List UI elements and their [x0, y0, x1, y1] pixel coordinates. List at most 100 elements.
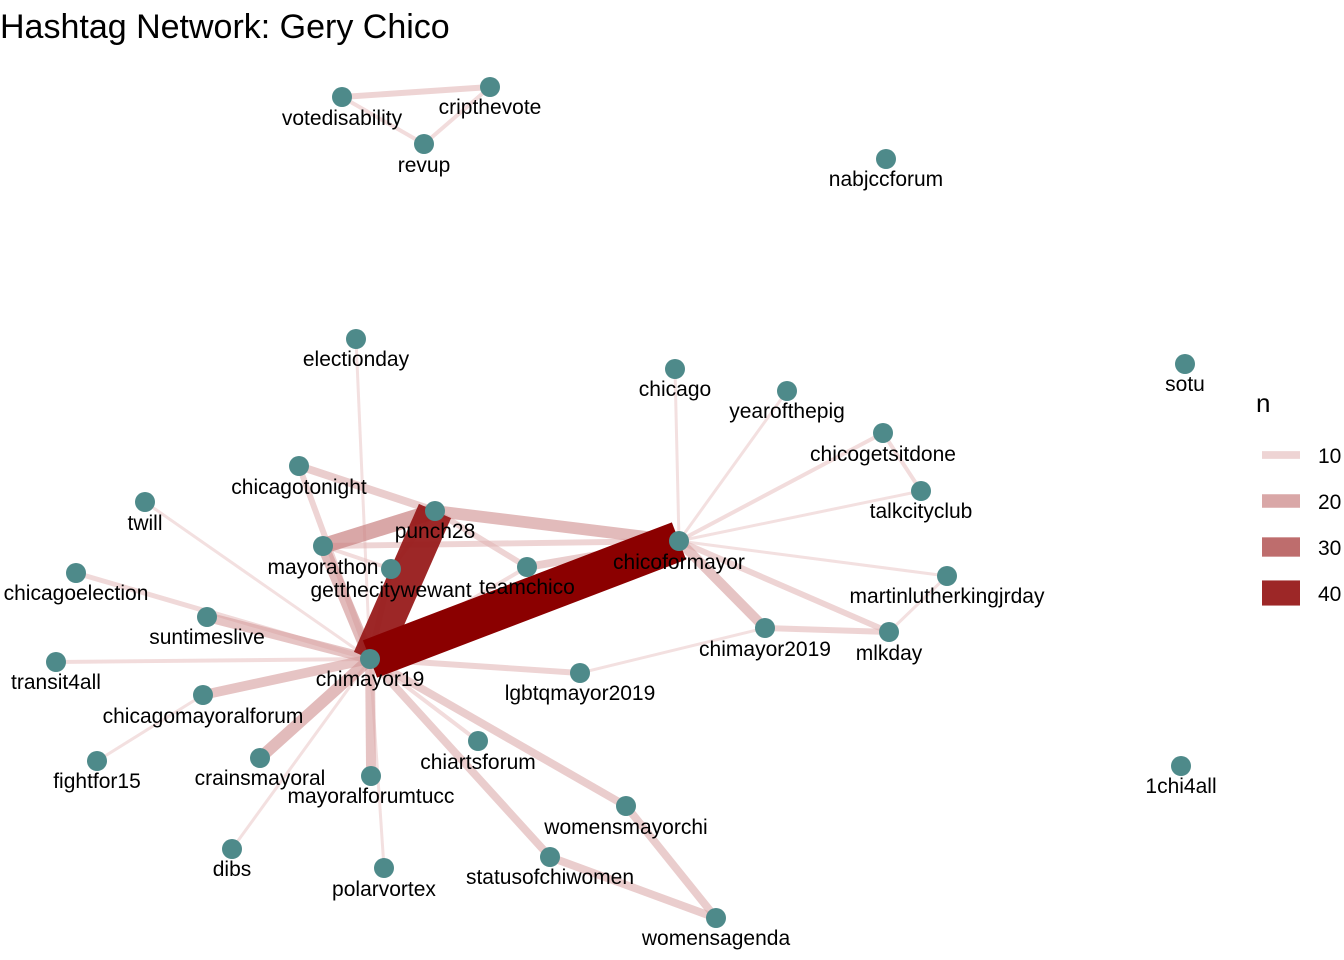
node-chimayor19 — [360, 649, 380, 669]
node-mayoralforumtucc — [361, 766, 381, 786]
node-label-nabjccforum: nabjccforum — [829, 168, 943, 191]
edge-chicago-chicoformayor — [673, 368, 681, 542]
node-chicagoelection — [66, 563, 86, 583]
node-transit4all — [46, 652, 66, 672]
node-label-dibs: dibs — [213, 858, 252, 881]
legend: n 10 20 30 40 — [1256, 388, 1341, 606]
node-label-chimayor2019: chimayor2019 — [699, 638, 831, 661]
node-punch28 — [425, 501, 445, 521]
node-label-womensagenda: womensagenda — [641, 927, 791, 950]
edge-teamchico-punch28 — [433, 508, 529, 570]
node-label-fightfor15: fightfor15 — [53, 770, 141, 793]
node-fightfor15 — [87, 751, 107, 771]
edge-womensmayorchi-chimayor19 — [368, 655, 628, 810]
node-dibs — [222, 839, 242, 859]
node-label-yearofthepig: yearofthepig — [729, 400, 845, 423]
node-label-getthecitywewant: getthecitywewant — [310, 579, 471, 602]
node-label-1chi4all: 1chi4all — [1145, 775, 1216, 798]
node-label-transit4all: transit4all — [11, 671, 101, 694]
node-martinlutherkingjrday — [937, 566, 957, 586]
node-label-chimayor19: chimayor19 — [316, 668, 425, 691]
node-womensagenda — [706, 908, 726, 928]
node-1chi4all — [1171, 756, 1191, 776]
edge-transit4all-chimayor19 — [55, 657, 371, 664]
edge-womensmayorchi-womensagenda — [622, 803, 720, 921]
node-label-statusofchiwomen: statusofchiwomen — [466, 866, 634, 889]
node-layer — [46, 77, 1195, 928]
node-label-cripthevote: cripthevote — [439, 96, 542, 119]
edge-statusofchiwomen-chimayor19 — [367, 656, 553, 860]
legend-key-label: 20 — [1318, 491, 1341, 514]
node-electionday — [346, 329, 366, 349]
node-chicagotonight — [289, 456, 309, 476]
node-lgbtqmayor2019 — [570, 663, 590, 683]
node-getthecitywewant — [381, 559, 401, 579]
node-crainsmayoral — [250, 748, 270, 768]
node-label-twill: twill — [128, 512, 163, 535]
node-label-sotu: sotu — [1165, 373, 1205, 396]
node-chiartsforum — [468, 731, 488, 751]
node-label-mayoralforumtucc: mayoralforumtucc — [288, 785, 455, 808]
node-label-chicagomayoralforum: chicagomayoralforum — [103, 705, 304, 728]
node-label-womensmayorchi: womensmayorchi — [543, 816, 707, 839]
edge-chicoformayor-mlkday — [677, 538, 891, 635]
node-teamchico — [517, 557, 537, 577]
node-mayorathon — [313, 536, 333, 556]
node-twill — [135, 492, 155, 512]
node-polarvortex — [374, 858, 394, 878]
legend-key-swatch — [1262, 451, 1300, 459]
node-label-electionday: electionday — [303, 348, 410, 371]
edge-chicogetsitdone-chicoformayor — [678, 431, 884, 543]
edge-martinlutherkingjrday-mlkday — [887, 574, 949, 634]
label-layer: votedisability cripthevote revup nabjccforu… — [4, 96, 1217, 950]
node-label-talkcityclub: talkcityclub — [870, 500, 973, 523]
legend-key-label: 30 — [1318, 537, 1341, 560]
node-mlkday — [879, 622, 899, 642]
node-revup — [414, 134, 434, 154]
legend-key-label: 10 — [1318, 445, 1341, 468]
legend-key-swatch — [1262, 537, 1300, 557]
node-chicoformayor — [669, 531, 689, 551]
node-chicago — [665, 359, 685, 379]
legend-key-swatch — [1262, 494, 1300, 508]
node-label-punch28: punch28 — [395, 520, 476, 543]
edge-chicagomayoralforum-chimayor19 — [201, 654, 372, 700]
node-chimayor2019 — [755, 618, 775, 638]
node-label-lgbtqmayor2019: lgbtqmayor2019 — [505, 682, 656, 705]
edge-layer — [55, 84, 949, 922]
node-votedisability — [332, 87, 352, 107]
node-chicagomayoralforum — [193, 685, 213, 705]
edge-chicagotonight-punch28 — [297, 462, 437, 515]
edge-chimayor2019-mlkday — [764, 625, 890, 635]
node-label-polarvortex: polarvortex — [332, 878, 436, 901]
node-label-chicago: chicago — [639, 378, 711, 401]
node-label-votedisability: votedisability — [282, 107, 403, 130]
edge-martinlutherkingjrday-chicoformayor — [678, 539, 948, 578]
edge-votedisability-cripthevote — [341, 84, 491, 100]
node-womensmayorchi — [616, 796, 636, 816]
edge-revup-cripthevote — [422, 85, 492, 146]
edge-mayoralforumtucc-chimayor19 — [365, 658, 376, 777]
node-cripthevote — [480, 77, 500, 97]
edge-electionday-chimayor19 — [354, 338, 372, 660]
node-label-crainsmayoral: crainsmayoral — [195, 767, 326, 790]
node-chicogetsitdone — [873, 423, 893, 443]
legend-key-label: 40 — [1318, 583, 1341, 606]
node-label-chicogetsitdone: chicogetsitdone — [810, 443, 956, 466]
node-label-chicagoelection: chicagoelection — [4, 582, 149, 605]
node-label-chiartsforum: chiartsforum — [420, 751, 536, 774]
edge-statusofchiwomen-womensagenda — [548, 853, 718, 922]
node-statusofchiwomen — [540, 847, 560, 867]
edge-talkcityclub-chicoformayor — [678, 489, 922, 543]
edge-chicoformayor-chimayor2019 — [675, 537, 769, 632]
legend-title: n — [1256, 388, 1270, 418]
chart-title: Hashtag Network: Gery Chico — [0, 8, 450, 46]
node-label-mayorathon: mayorathon — [268, 556, 379, 579]
node-nabjccforum — [876, 149, 896, 169]
edge-dibs-chimayor19 — [230, 658, 372, 850]
legend-key-swatch — [1262, 580, 1300, 606]
legend-keys: 10 20 30 40 — [1262, 445, 1341, 606]
edge-suntimeslive-chimayor19 — [205, 612, 372, 664]
node-label-chicoformayor: chicoformayor — [613, 551, 745, 574]
